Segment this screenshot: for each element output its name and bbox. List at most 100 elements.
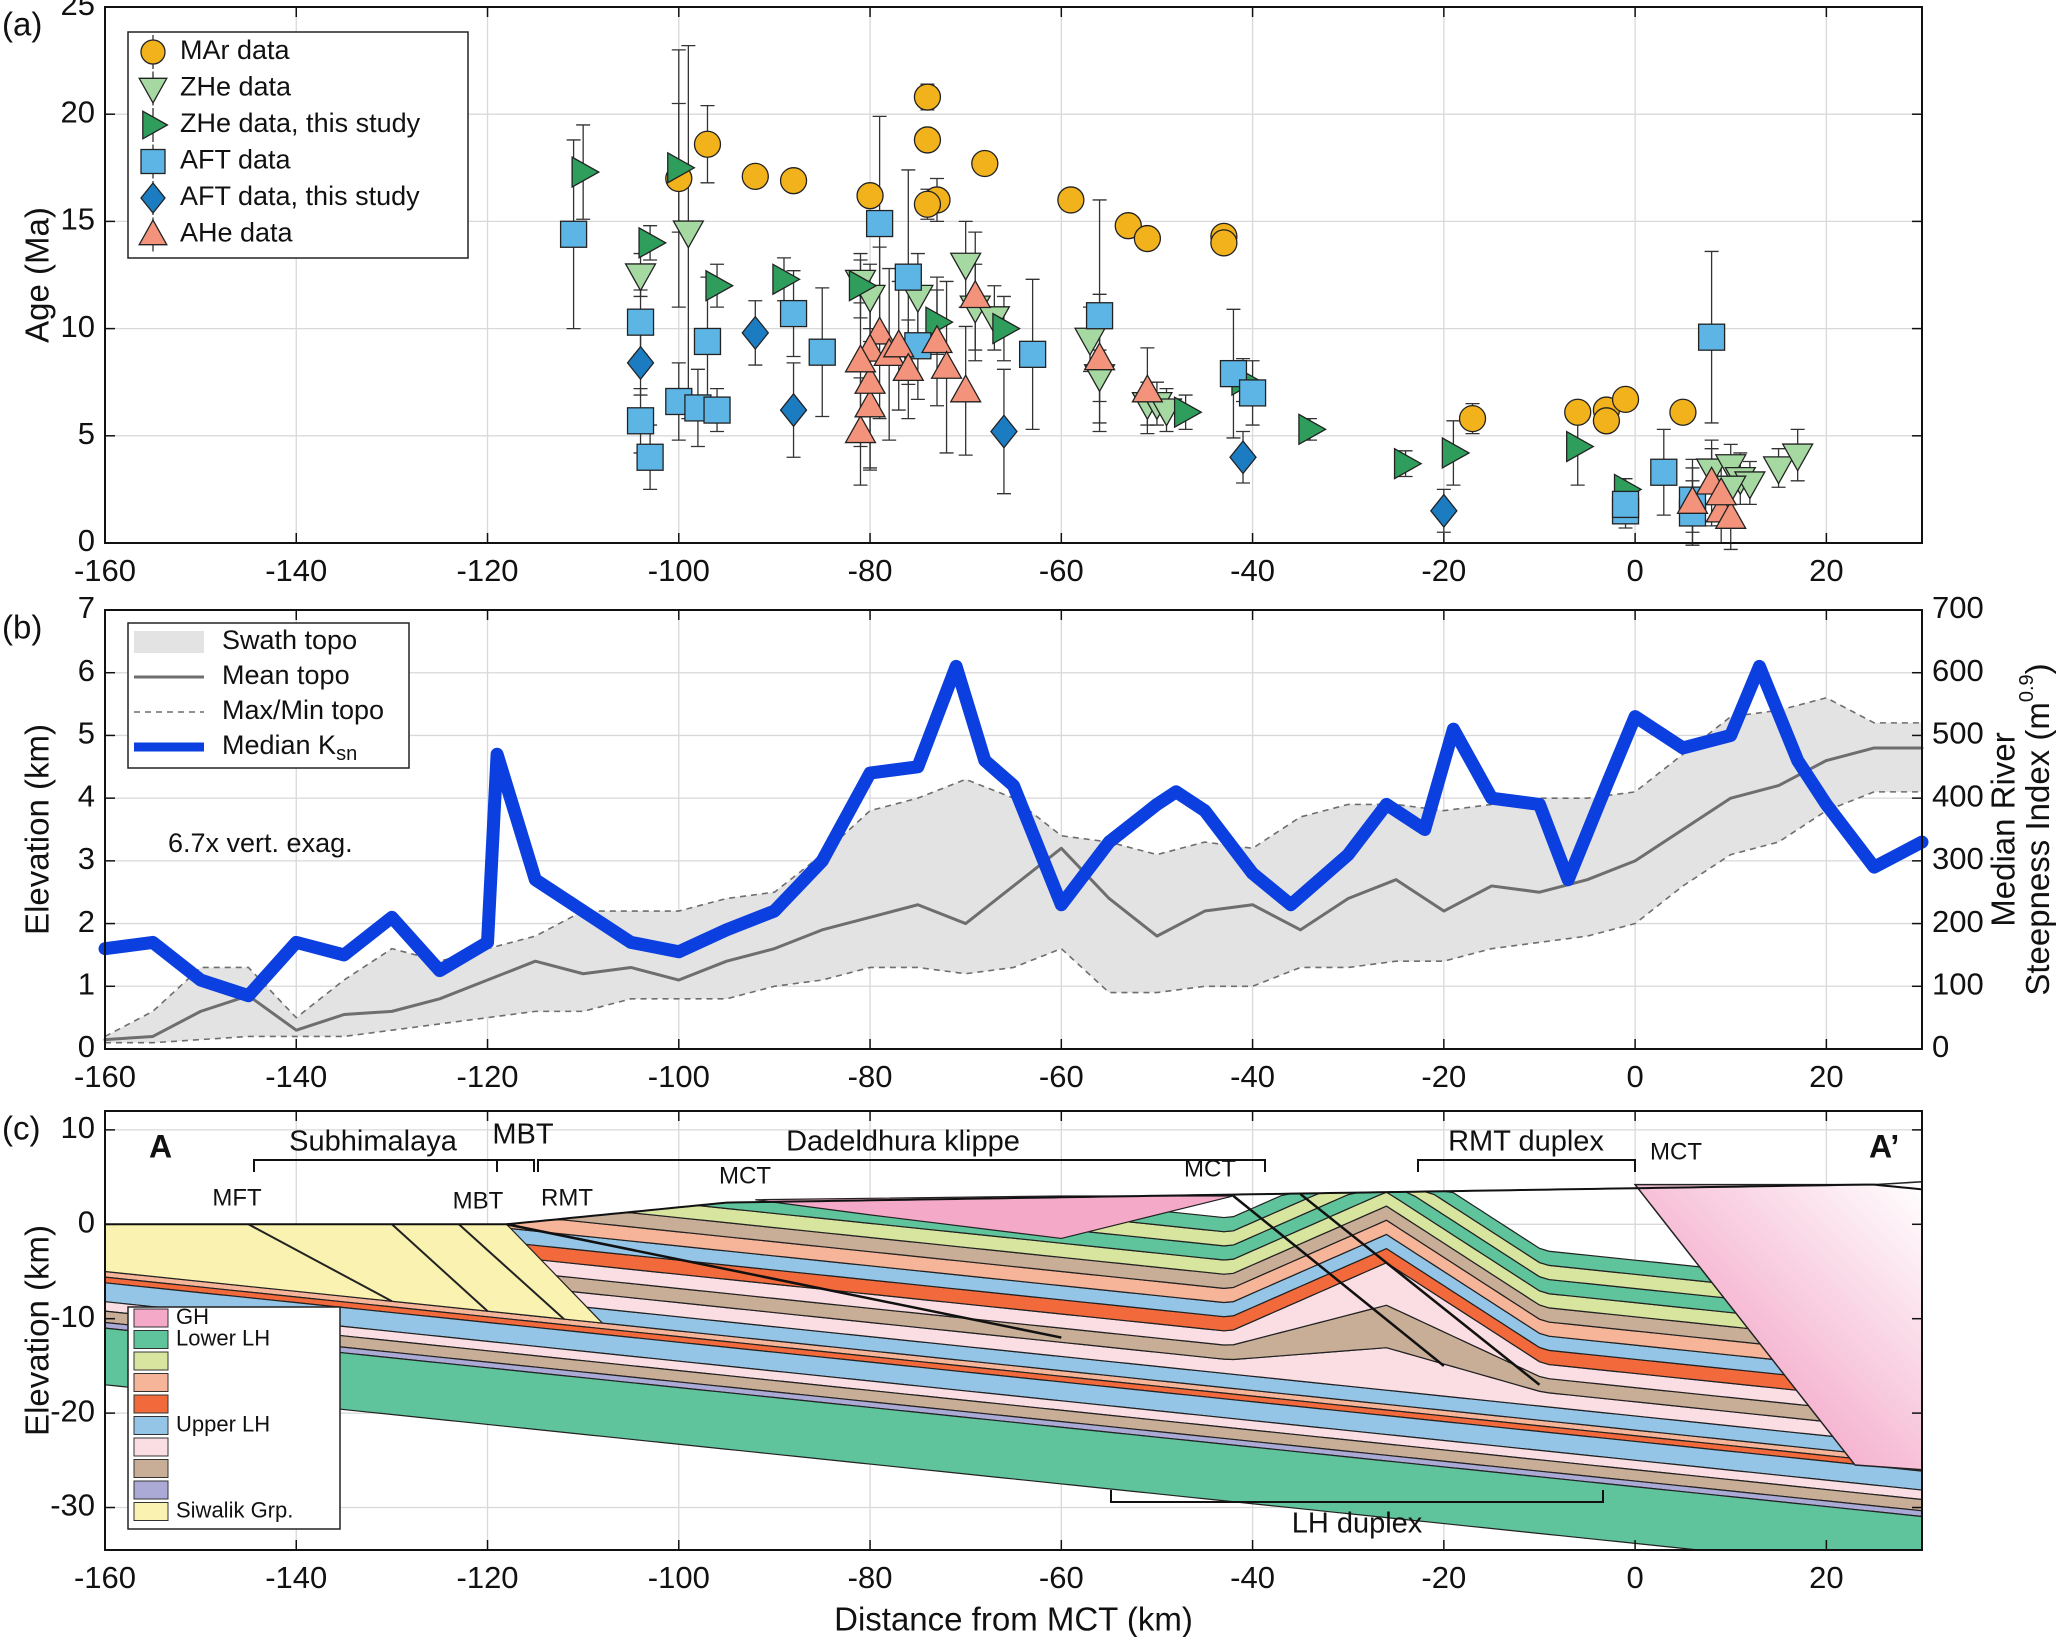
marker [1393,447,1423,480]
marker [1611,385,1640,414]
marker [949,373,982,403]
marker [779,392,808,428]
plot-frame [104,609,1923,1050]
legend-marker [138,77,168,105]
x-tick-label: -40 [1230,1560,1275,1595]
y-tick-label: 0 [78,1204,95,1239]
legend-label: Swath topo [222,625,357,655]
marker [571,156,601,189]
brackets [253,1159,1636,1503]
gh-klippe [755,1195,1234,1240]
thrust [391,1223,489,1312]
marker [865,209,894,238]
panel: -160 -140 -120 -100 -80 -60 -40 -20 0 20-30-20-10… [2,1110,1923,1637]
marker [1564,398,1592,426]
legend: MAr data ZHe data ZHe data, this study AFT … [127,31,469,259]
marker [913,190,942,218]
y-tick-label: -30 [50,1488,95,1523]
legend-label: Lower LH [176,1325,270,1350]
y2-tick-label: 100 [1932,966,1984,1001]
x-tick-label: -160 [74,553,136,588]
marker [1781,443,1814,473]
marker [1018,340,1047,368]
marker [703,396,731,424]
y2-tick-label: 500 [1932,716,1984,751]
marker [1238,379,1267,407]
x-tick-label: 0 [1626,553,1643,588]
marker [1762,456,1795,485]
x-tick-label: 20 [1809,553,1843,588]
x-tick-label: -80 [848,1059,893,1094]
x-tick-label: -140 [265,1560,327,1595]
marker [1697,323,1726,351]
unit-layer [105,1327,1922,1550]
x-tick-label: -160 [74,1059,136,1094]
legend-swatch [133,1373,169,1392]
x-tick-label: -40 [1230,553,1275,588]
marker [693,130,722,158]
x-tick-label: -80 [848,553,893,588]
y-tick-label: 2 [78,904,95,939]
y-tick-label: 0 [78,1029,95,1064]
marker [808,338,836,366]
marker [638,226,668,259]
y-tick-label: 5 [78,416,95,451]
y-tick-label: 5 [78,716,95,751]
y-axis-label: Elevation (km) [19,724,56,935]
section-label: Subhimalaya [289,1126,458,1158]
x-tick-label: -20 [1421,553,1466,588]
marker [626,345,655,381]
plot-body [105,1181,1922,1550]
marker [856,182,884,210]
topography [105,1183,1922,1226]
section-label: MCT [1650,1138,1702,1165]
legend-swatch [133,1480,169,1500]
legend-marker [140,181,166,215]
section-label: Dadeldhura klippe [786,1126,1020,1158]
section-label: MBT [453,1187,504,1214]
section-label: LH duplex [1292,1508,1423,1540]
marker [1083,341,1116,371]
marker [848,269,878,302]
marker [1714,500,1747,529]
x-tick-label: 20 [1809,1059,1843,1094]
y-tick-label: 1 [78,966,95,1001]
faults [506,1193,1541,1386]
y2-label-sup: 0.9 [2016,674,2038,702]
marker [667,151,696,184]
section-label: RMT [541,1184,593,1211]
marker [636,443,664,471]
x-tick-label: -100 [648,1059,710,1094]
x-tick-label: -20 [1421,1560,1466,1595]
legend-swatch [133,1502,169,1521]
y-tick-label: 10 [61,309,95,344]
x-tick-label: -140 [265,1059,327,1094]
minmax-line [105,791,1922,1044]
panel: -160 -140 -120 -100 -80 -60 -40 -20 0 20 0 5 10 15 20 2… [2,0,1923,588]
legend-name: Median K [222,730,336,760]
marker [992,312,1021,345]
legend-name: Max/Min topo [222,695,384,725]
legend-label: AHe data [180,218,294,248]
marker [1611,490,1640,519]
section-label: MBT [492,1119,554,1151]
legend-swatch [133,1330,169,1349]
marker [626,308,655,336]
legend: Swath topo Mean topo Max/Min topo Median Ks… [127,622,410,769]
plot-frame [104,6,1923,544]
x-tick-label: -100 [648,553,710,588]
marker [1114,212,1142,240]
marker [913,83,942,111]
plot-body [98,659,1929,1044]
legend-name: Mean topo [222,660,350,690]
marker [1458,404,1487,433]
marker [1676,485,1709,514]
y-tick-label: 4 [78,778,95,813]
legend-swatch [133,1437,169,1457]
x-tick-label: -120 [457,1059,519,1094]
legend-label: Median Ksn [222,730,357,765]
y-tick-label: 15 [61,202,95,237]
legend-label: ZHe data [180,72,292,102]
y2-label-text: Steepness Index (m [2019,702,2056,996]
